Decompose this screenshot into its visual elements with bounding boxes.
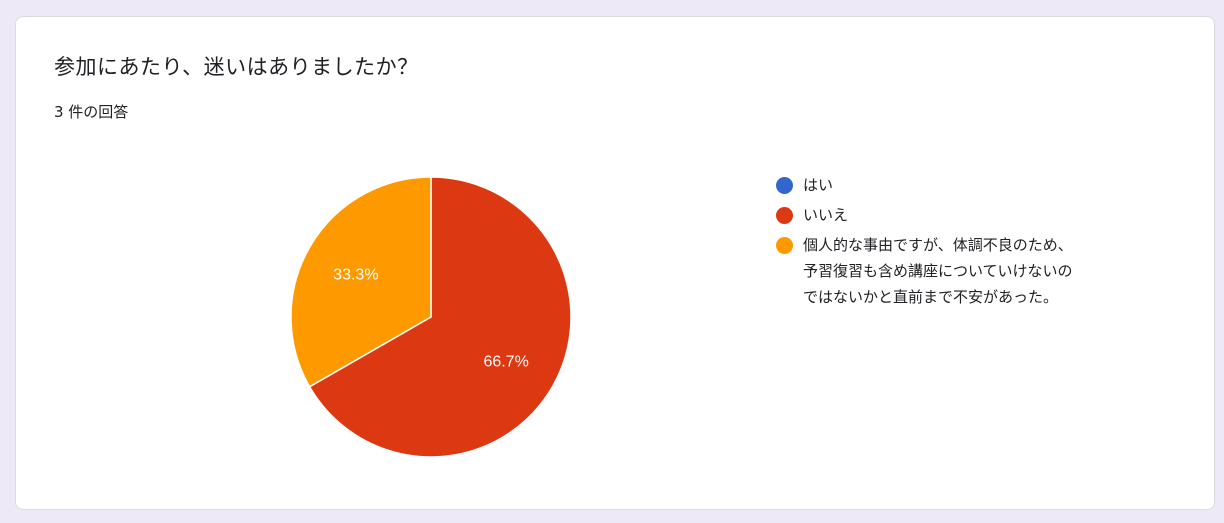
legend-swatch-other xyxy=(776,237,793,254)
legend-label-yes: はい xyxy=(803,176,834,194)
chart-legend: はい いいえ 個人的な事由ですが、体調不良のため、 予習復習も含め講座についてい… xyxy=(776,175,1176,317)
pie-chart: 66.7% 33.3% xyxy=(290,176,572,458)
legend-swatch-yes xyxy=(776,177,793,194)
slice-label-other: 33.3% xyxy=(333,267,378,284)
pie-slice-other[interactable] xyxy=(290,176,432,388)
legend-item-other[interactable]: 個人的な事由ですが、体調不良のため、 予習復習も含め講座についていけないの では… xyxy=(776,235,1176,310)
legend-item-yes[interactable]: はい xyxy=(776,175,1176,198)
response-card: 参加にあたり、迷いはありましたか？ 3 件の回答 66.7% 33.3% はい い… xyxy=(15,16,1215,510)
legend-item-no[interactable]: いいえ xyxy=(776,205,1176,228)
slice-label-no: 66.7% xyxy=(483,353,528,370)
legend-label-no: いいえ xyxy=(803,206,849,224)
question-title: 参加にあたり、迷いはありましたか？ xyxy=(54,55,419,79)
pie-slice-no[interactable] xyxy=(308,176,572,458)
response-count: 3 件の回答 xyxy=(54,103,129,121)
legend-swatch-no xyxy=(776,207,793,224)
legend-label-other: 個人的な事由ですが、体調不良のため、 予習復習も含め講座についていけないの では… xyxy=(803,236,1073,306)
